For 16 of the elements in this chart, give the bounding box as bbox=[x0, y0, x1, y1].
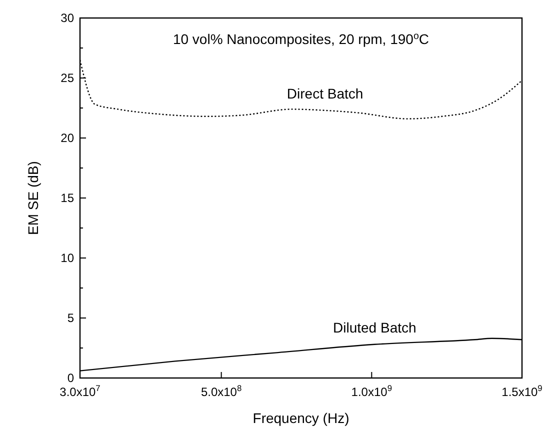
y-tick-label: 15 bbox=[60, 191, 74, 205]
x-tick-label: 5.0x10$^{8}$ bbox=[200, 383, 242, 399]
y-tick-label: 25 bbox=[60, 71, 74, 85]
y-tick-label: 10 bbox=[60, 251, 74, 265]
y-axis-title: EM SE (dB) bbox=[25, 161, 41, 235]
y-tick-label: 20 bbox=[60, 131, 74, 145]
x-tick-label: 1.0x10$^{9}$ bbox=[351, 383, 392, 399]
text: 10 vol% Nanocomposites, 20 rpm, 190$^{o}$C bbox=[172, 30, 430, 47]
series-label: Direct Batch bbox=[286, 85, 364, 102]
y-tick-label: 5 bbox=[67, 311, 74, 325]
y-tick-label: 0 bbox=[67, 371, 74, 385]
x-tick-label: 3.0x10$^{7}$ bbox=[60, 383, 101, 399]
x-tick-label: 1.5x10$^{9}$ bbox=[502, 383, 543, 399]
series-label: Diluted Batch bbox=[333, 319, 416, 336]
x-axis-title: Frequency (Hz) bbox=[252, 410, 350, 426]
y-tick-label: 30 bbox=[60, 11, 74, 25]
